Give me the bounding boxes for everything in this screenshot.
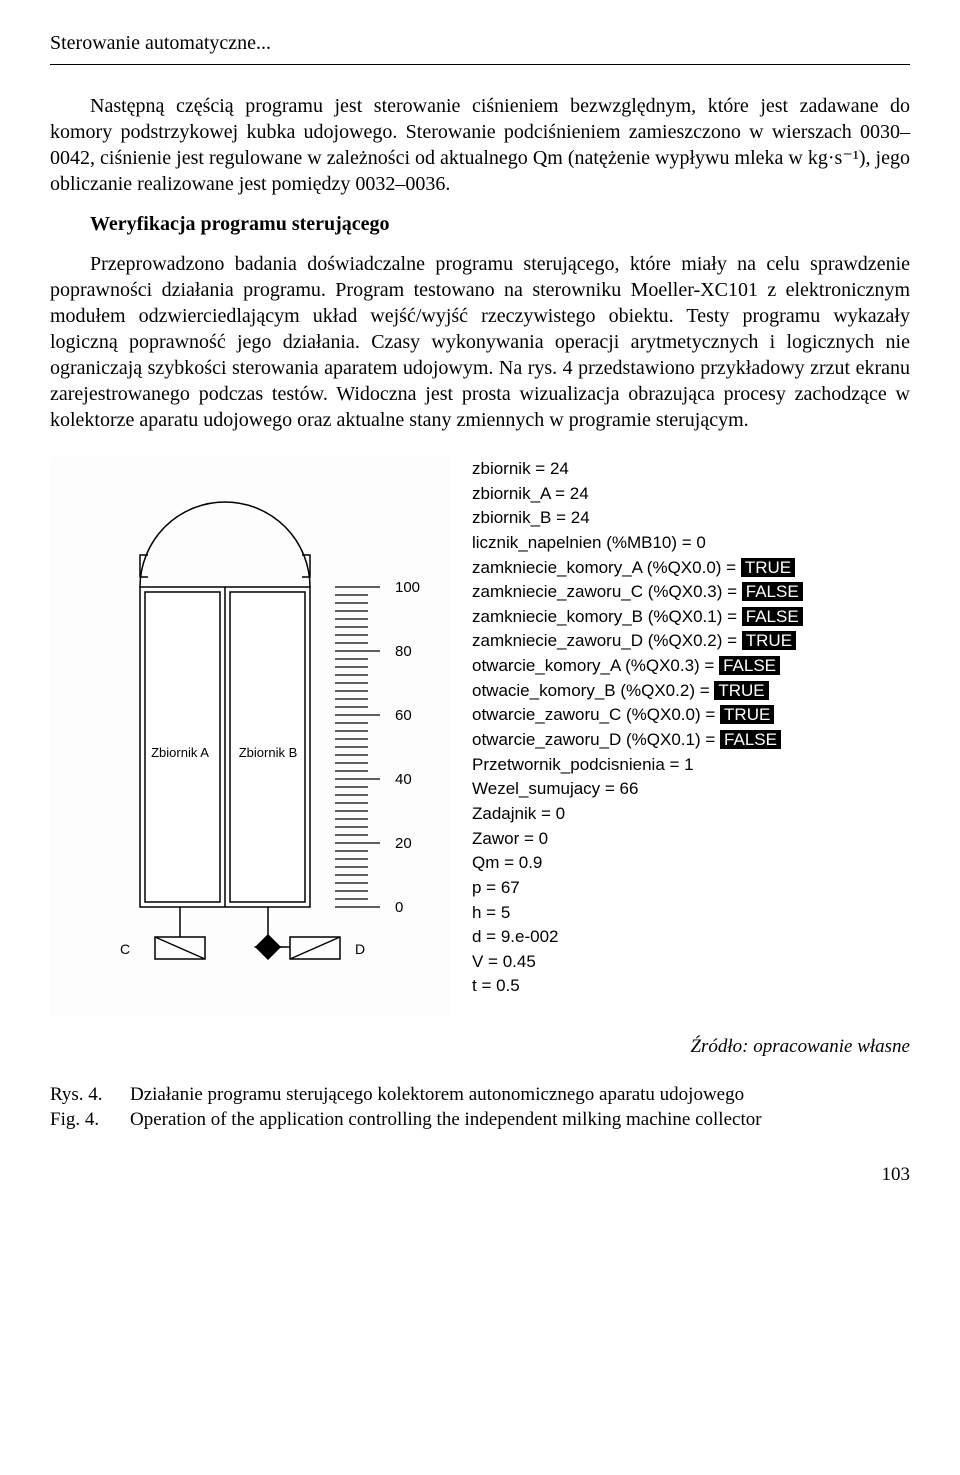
figure-4: Zbiornik A Zbiornik B C bbox=[50, 457, 910, 1017]
var-row: licznik_napelnien (%MB10) = 0 bbox=[472, 531, 910, 556]
var-label: otwarcie_zaworu_D (%QX0.1) = bbox=[472, 730, 720, 749]
var-label: otwarcie_komory_A (%QX0.3) = bbox=[472, 656, 719, 675]
var-label: otwacie_komory_B (%QX0.2) = bbox=[472, 681, 714, 700]
var-value: FALSE bbox=[742, 582, 803, 601]
var-row: zamkniecie_komory_B (%QX0.1) = FALSE bbox=[472, 605, 910, 630]
var-value: TRUE bbox=[741, 558, 795, 577]
tank-a-label: Zbiornik A bbox=[151, 745, 209, 760]
paragraph-2: Przeprowadzono badania doświadczalne pro… bbox=[50, 251, 910, 433]
var-row: otwarcie_zaworu_C (%QX0.0) = TRUE bbox=[472, 703, 910, 728]
scale-tick-60: 60 bbox=[395, 707, 412, 724]
var-row: zamkniecie_zaworu_C (%QX0.3) = FALSE bbox=[472, 580, 910, 605]
valve-c bbox=[155, 907, 205, 959]
scale-tick-40: 40 bbox=[395, 771, 412, 788]
var-row: zbiornik_B = 24 bbox=[472, 506, 910, 531]
scale-tick-100: 100 bbox=[395, 579, 420, 596]
var-row: Qm = 0.9 bbox=[472, 851, 910, 876]
source-note: Źródło: opracowanie własne bbox=[50, 1035, 910, 1060]
var-row: Wezel_sumujacy = 66 bbox=[472, 777, 910, 802]
valve-d-label: D bbox=[355, 941, 365, 957]
var-label: zamkniecie_komory_B (%QX0.1) = bbox=[472, 607, 742, 626]
caption-pl-text: Działanie programu sterującego kolektore… bbox=[130, 1082, 744, 1108]
var-label: zamkniecie_komory_A (%QX0.0) = bbox=[472, 558, 741, 577]
caption-en-key: Fig. 4. bbox=[50, 1107, 130, 1133]
header-rule bbox=[50, 64, 910, 65]
var-row: Zadajnik = 0 bbox=[472, 802, 910, 827]
var-label: zamkniecie_zaworu_C (%QX0.3) = bbox=[472, 582, 742, 601]
var-value: TRUE bbox=[720, 705, 774, 724]
section-heading: Weryfikacja programu sterującego bbox=[50, 211, 910, 237]
caption-en-text: Operation of the application controlling… bbox=[130, 1107, 762, 1133]
var-row: t = 0.5 bbox=[472, 974, 910, 999]
var-row: V = 0.45 bbox=[472, 950, 910, 975]
scale-tick-20: 20 bbox=[395, 835, 412, 852]
var-row: zbiornik_A = 24 bbox=[472, 482, 910, 507]
tank-b-label: Zbiornik B bbox=[239, 745, 298, 760]
page-number: 103 bbox=[50, 1163, 910, 1188]
var-row: Przetwornik_podcisnienia = 1 bbox=[472, 753, 910, 778]
variable-readout: zbiornik = 24zbiornik_A = 24zbiornik_B =… bbox=[464, 457, 910, 1017]
var-row: otwarcie_zaworu_D (%QX0.1) = FALSE bbox=[472, 728, 910, 753]
var-row: d = 9.e-002 bbox=[472, 925, 910, 950]
running-header: Sterowanie automatyczne... bbox=[50, 30, 910, 56]
var-row: Zawor = 0 bbox=[472, 827, 910, 852]
valve-c-label: C bbox=[120, 941, 130, 957]
var-row: otwacie_komory_B (%QX0.2) = TRUE bbox=[472, 679, 910, 704]
var-value: TRUE bbox=[714, 681, 768, 700]
var-value: FALSE bbox=[742, 607, 803, 626]
var-label: otwarcie_zaworu_C (%QX0.0) = bbox=[472, 705, 720, 724]
figure-captions: Rys. 4. Działanie programu sterującego k… bbox=[50, 1082, 910, 1133]
var-row: otwarcie_komory_A (%QX0.3) = FALSE bbox=[472, 654, 910, 679]
var-row: zbiornik = 24 bbox=[472, 457, 910, 482]
vessel-svg: Zbiornik A Zbiornik B C bbox=[50, 457, 450, 1017]
caption-pl-key: Rys. 4. bbox=[50, 1082, 130, 1108]
vessel-diagram: Zbiornik A Zbiornik B C bbox=[50, 457, 450, 1017]
var-row: zamkniecie_zaworu_D (%QX0.2) = TRUE bbox=[472, 629, 910, 654]
var-label: zamkniecie_zaworu_D (%QX0.2) = bbox=[472, 631, 742, 650]
paragraph-1: Następną częścią programu jest sterowani… bbox=[50, 93, 910, 197]
var-value: FALSE bbox=[719, 656, 780, 675]
var-value: TRUE bbox=[742, 631, 796, 650]
scale-tick-0: 0 bbox=[395, 899, 403, 916]
var-row: h = 5 bbox=[472, 901, 910, 926]
scale bbox=[335, 587, 380, 907]
scale-tick-80: 80 bbox=[395, 643, 412, 660]
var-row: zamkniecie_komory_A (%QX0.0) = TRUE bbox=[472, 556, 910, 581]
valve-d bbox=[256, 907, 340, 959]
var-row: p = 67 bbox=[472, 876, 910, 901]
var-value: FALSE bbox=[720, 730, 781, 749]
